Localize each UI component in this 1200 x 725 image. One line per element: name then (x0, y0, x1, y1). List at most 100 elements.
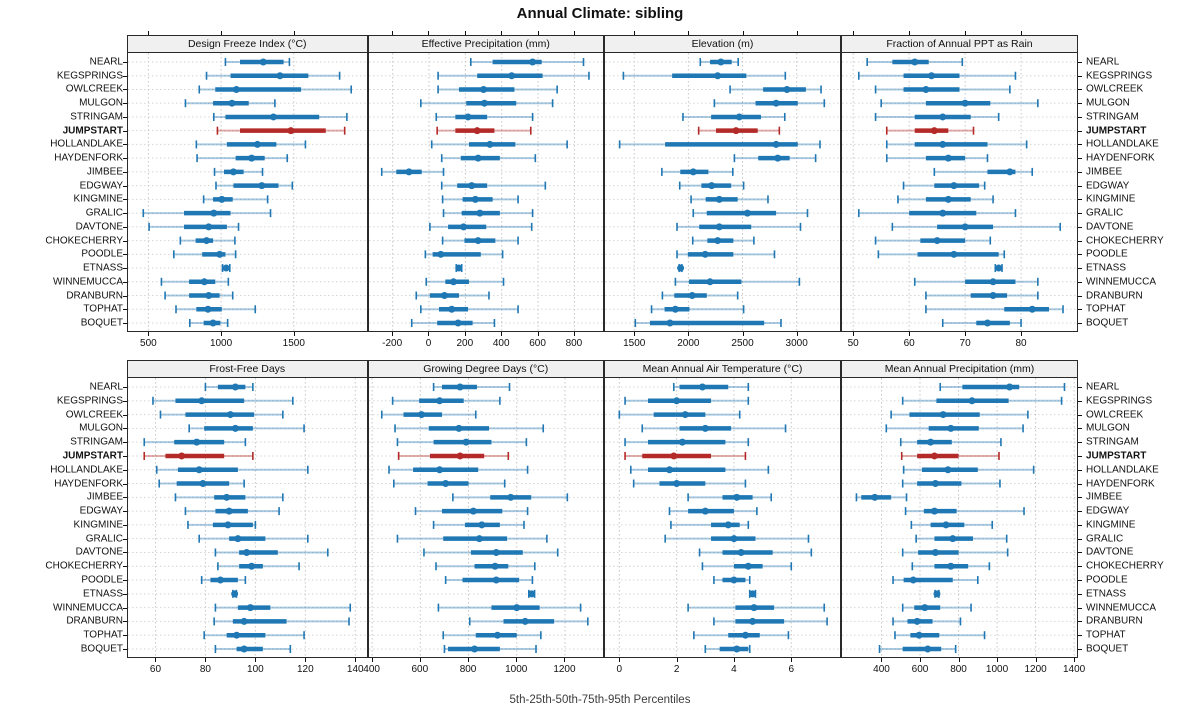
median-dot (744, 562, 752, 570)
median-dot (678, 438, 686, 446)
panel-header-growing-degree-days-c: Growing Degree Days (°C) (367, 360, 604, 378)
p95-cap (742, 181, 745, 190)
y-tick-left (123, 199, 127, 201)
p95-cap (522, 520, 525, 529)
median-dot (469, 507, 477, 515)
median-dot (436, 250, 444, 258)
y-tick-left (123, 455, 127, 457)
x-tick-frost-free-days (255, 658, 257, 662)
median-dot (226, 411, 234, 419)
p95-cap (526, 507, 528, 516)
p5-cap (396, 438, 398, 447)
series-kegsprings (205, 71, 341, 80)
p5-cap (200, 576, 203, 585)
p95-cap (556, 548, 559, 557)
p5-cap (891, 222, 894, 231)
y-tick-left (123, 254, 127, 256)
x-tick-label-mean-annual-air-temperature-c: 4 (731, 664, 737, 675)
p95-cap (579, 603, 581, 612)
site-label-left-poodle: POODLE (81, 574, 123, 586)
median-dot (199, 480, 207, 488)
median-dot (930, 127, 938, 135)
series-tophat (693, 631, 790, 640)
series-haydenfork (196, 154, 289, 163)
p5-cap (213, 617, 215, 626)
median-dot (733, 645, 741, 653)
series-nearl (469, 58, 584, 66)
site-label-left-jimbee: JIMBEE (86, 166, 123, 178)
median-dot (474, 154, 482, 162)
p5-cap (701, 562, 704, 571)
p5-cap (444, 576, 446, 585)
series-mulgon (188, 424, 305, 433)
x-tick-effective-precipitation-mm (428, 332, 430, 336)
y-tick-right (1078, 538, 1082, 540)
series-hollandlake (902, 465, 1035, 474)
p5-cap (913, 277, 916, 286)
p95-cap (1031, 167, 1034, 176)
p5-cap (392, 479, 395, 488)
p5-cap (213, 112, 215, 121)
x-tick-top-effective-precipitation-mm (392, 31, 394, 35)
median-dot (983, 319, 991, 327)
site-label-right-owlcreek: OWLCREEK (1086, 83, 1144, 95)
p5-cap (380, 410, 383, 419)
p95-cap (487, 291, 490, 300)
panel-header-mean-annual-air-temperature-c: Mean Annual Air Temperature (°C) (604, 360, 841, 378)
series-nearl (204, 383, 254, 391)
series-mulgon (393, 424, 544, 433)
series-kingmine (897, 195, 994, 204)
site-label-left-hollandlake: HOLLANDLAKE (50, 464, 123, 476)
site-label-left-tophat: TOPHAT (83, 629, 123, 641)
median-dot (459, 223, 467, 231)
p95-cap (234, 236, 236, 245)
p95-cap (1000, 438, 1002, 447)
p95-cap (748, 576, 751, 585)
panel-canvas-effective-precipitation-mm (368, 53, 603, 331)
series-jimbee (451, 493, 568, 502)
series-etnass (221, 264, 231, 273)
x-tick-mean-annual-air-temperature-c (619, 658, 621, 662)
site-label-right-stringam: STRINGAM (1086, 111, 1139, 123)
median-dot (228, 99, 236, 107)
y-tick-left (123, 240, 127, 242)
series-tophat (894, 631, 986, 640)
series-haydenfork (733, 154, 817, 163)
p95-cap (343, 126, 346, 135)
median-dot (961, 223, 969, 231)
p5-cap (437, 603, 439, 612)
p95-cap (530, 222, 532, 231)
site-label-left-davtone: DAVTONE (75, 221, 123, 233)
p5-cap (187, 520, 189, 529)
p95-cap (992, 195, 994, 204)
p95-cap (820, 85, 822, 94)
p5-cap (143, 438, 146, 447)
median-dot (224, 521, 232, 529)
series-kingmine (432, 520, 525, 529)
series-poodle (444, 576, 533, 585)
p95-cap (1059, 222, 1062, 231)
x-tick-top-effective-precipitation-mm (464, 31, 466, 35)
p95-cap (254, 520, 257, 529)
median-dot (673, 480, 681, 488)
series-hollandlake (430, 140, 568, 149)
y-tick-right (1078, 649, 1082, 650)
p5-cap (158, 479, 161, 488)
median-dot (715, 195, 723, 203)
p95-cap (1037, 291, 1039, 300)
series-mulgon (713, 99, 826, 108)
p95-cap (533, 562, 536, 571)
site-label-right-kingmine: KINGMINE (1086, 193, 1136, 205)
p5-cap (393, 424, 396, 433)
site-label-left-haydenfork: HAYDENFORK (54, 478, 123, 490)
panel-header-fraction-of-annual-ppt-as-rain: Fraction of Annual PPT as Rain (841, 35, 1078, 53)
x-tick-effective-precipitation-mm (392, 332, 394, 336)
median-dot (210, 209, 218, 217)
series-edgway (904, 507, 1025, 516)
x-tick-label-mean-annual-precipitation-mm: 600 (911, 664, 929, 675)
site-label-right-winnemucca: WINNEMUCCA (1086, 602, 1156, 614)
median-dot (928, 72, 936, 80)
p95-cap (767, 195, 769, 204)
p95-cap (502, 277, 504, 286)
x-tick-label-growing-degree-days-c: 800 (459, 664, 477, 675)
